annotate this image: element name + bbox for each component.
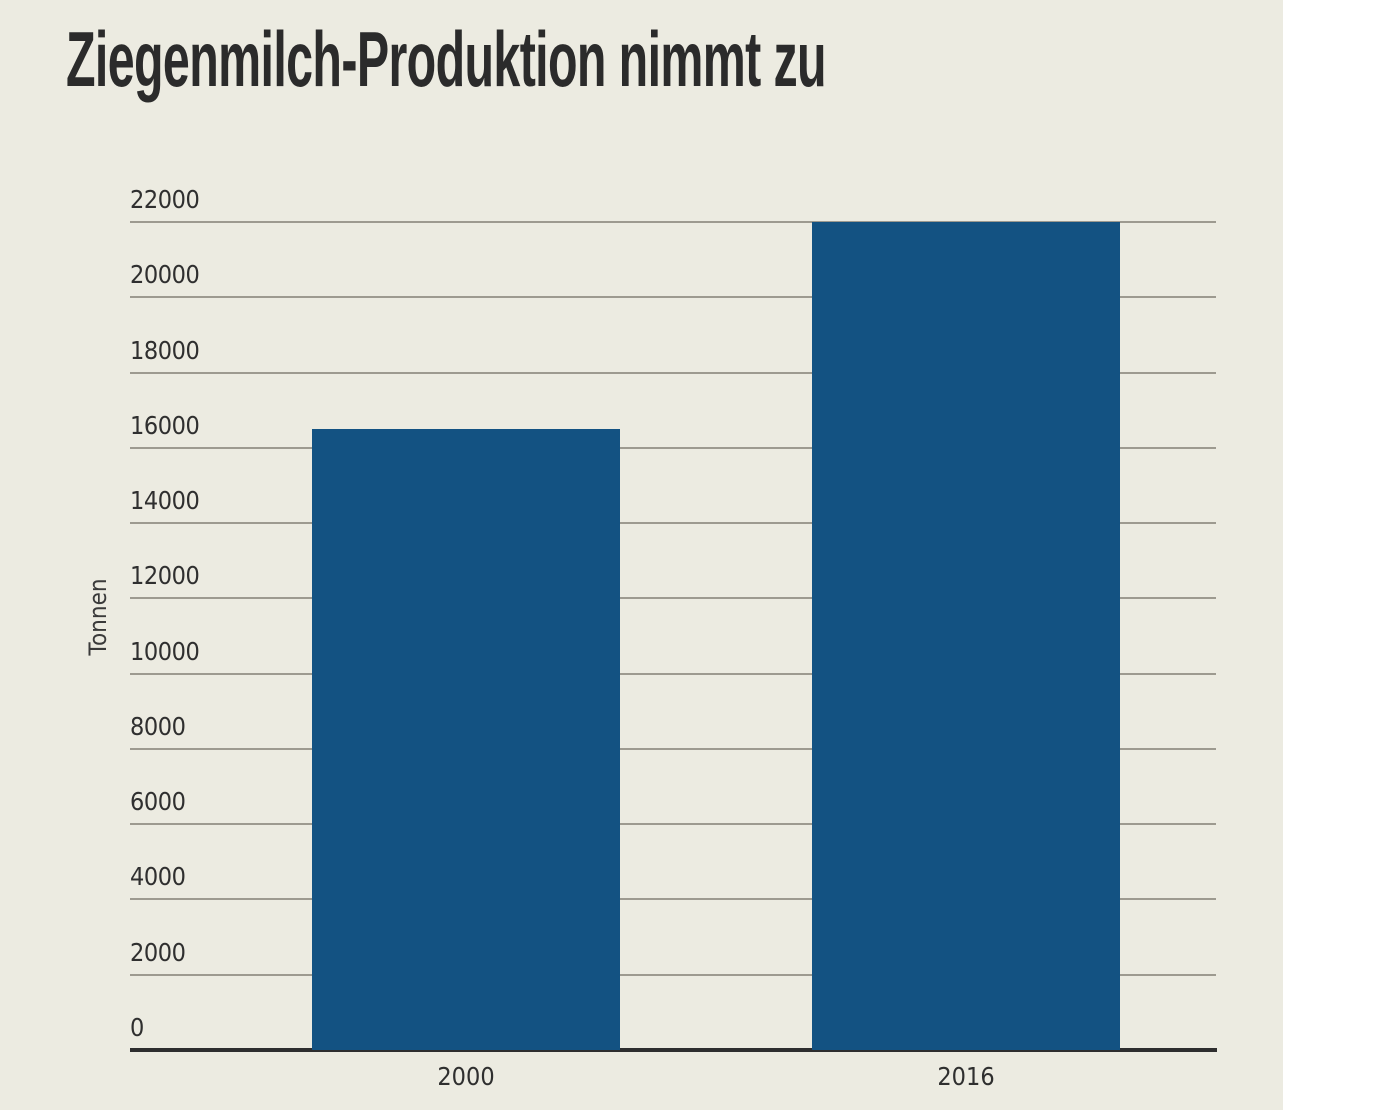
x-axis-line (130, 1048, 1217, 1052)
gridline (130, 898, 1216, 901)
bar-2016 (812, 222, 1120, 1050)
gridline (130, 221, 1216, 223)
y-tick-label: 4000 (130, 862, 186, 892)
y-tick-label: 14000 (130, 486, 200, 516)
y-tick-label: 10000 (130, 636, 200, 666)
y-tick-label: 6000 (130, 787, 186, 817)
y-tick-label: 16000 (130, 410, 200, 440)
gridline (130, 296, 1216, 299)
gridline (130, 672, 1216, 675)
plot-area: Tonnen 0 2000 4000 6000 8000 10000 12000 14000 1… (84, 185, 1217, 1091)
bar-2000 (312, 429, 620, 1050)
y-tick-label: 2000 (130, 937, 186, 967)
gridline (130, 823, 1216, 826)
x-tick-label: 2000 (437, 1062, 495, 1091)
gridline (130, 597, 1216, 600)
y-axis-label: Tonnen (84, 578, 112, 656)
y-tick-label: 12000 (130, 561, 200, 591)
gridline (130, 371, 1216, 374)
y-tick-label: 8000 (130, 711, 186, 741)
y-tick-label: 0 (130, 1013, 144, 1042)
gridline (130, 446, 1216, 449)
gridline (130, 522, 1216, 525)
y-tick-label: 18000 (130, 335, 200, 365)
gridline (130, 973, 1216, 976)
chart-title: Ziegenmilch-Produktion nimmt zu (66, 15, 827, 103)
gridline (130, 747, 1216, 750)
y-tick-label: 22000 (130, 185, 200, 214)
x-tick-label: 2016 (937, 1062, 995, 1091)
chart-panel: Ziegenmilch-Produktion nimmt zu Tonnen 0… (0, 0, 1283, 1110)
y-tick-label: 20000 (130, 260, 200, 290)
